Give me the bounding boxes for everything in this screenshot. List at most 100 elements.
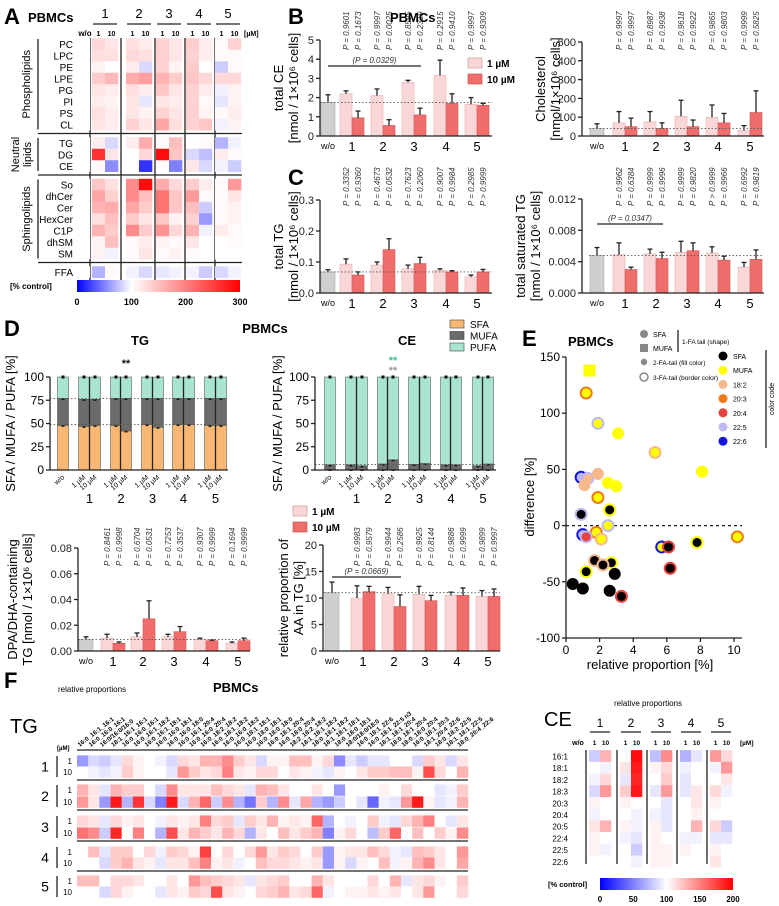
heat-cell bbox=[710, 773, 722, 786]
heat-cell bbox=[289, 766, 301, 778]
segment-mufa bbox=[215, 398, 227, 426]
heat-cell bbox=[169, 236, 183, 249]
row-label: C1P bbox=[54, 227, 74, 238]
category-label: 1 bbox=[348, 296, 355, 311]
heat-cell bbox=[378, 766, 391, 778]
heat-cell bbox=[78, 137, 90, 149]
heat-cell bbox=[300, 784, 312, 796]
heat-cell bbox=[400, 857, 413, 869]
bar-10uM bbox=[393, 606, 407, 652]
section-label: Neutral bbox=[10, 137, 22, 172]
error-marker bbox=[208, 375, 212, 379]
heat-cell bbox=[139, 236, 153, 249]
heat-cell bbox=[156, 118, 170, 131]
bar-10uM bbox=[655, 128, 669, 137]
segment-sfa bbox=[172, 424, 184, 471]
y-tick-label: 20 bbox=[305, 540, 317, 552]
y-tick-label: 0.008 bbox=[548, 225, 576, 237]
error-marker bbox=[61, 375, 65, 379]
heat-cell bbox=[356, 886, 368, 898]
heat-cell bbox=[311, 815, 324, 827]
heat-cell bbox=[156, 72, 170, 85]
heat-cell bbox=[199, 886, 212, 898]
heat-cell bbox=[400, 886, 413, 898]
control-label: w/o bbox=[77, 29, 91, 38]
y-axis-label: total saturated TG bbox=[513, 194, 528, 298]
heat-cell bbox=[600, 855, 612, 868]
heat-cell bbox=[188, 815, 201, 827]
heat-cell bbox=[600, 773, 612, 786]
heat-cell bbox=[92, 148, 106, 161]
heat-cell bbox=[215, 84, 229, 97]
heat-cell bbox=[88, 827, 100, 839]
group-label: 4 bbox=[195, 6, 202, 21]
heat-cell bbox=[233, 886, 245, 898]
heat-cell bbox=[126, 137, 140, 150]
heat-cell bbox=[199, 137, 213, 150]
heat-cell bbox=[169, 49, 183, 62]
legend-fill-circle bbox=[640, 358, 648, 366]
heat-cell bbox=[300, 875, 312, 887]
heat-cell bbox=[445, 784, 458, 796]
heat-cell bbox=[228, 201, 242, 214]
heat-cell bbox=[78, 178, 90, 191]
heat-cell bbox=[389, 857, 402, 869]
heat-cell bbox=[574, 808, 585, 821]
category-label: 2 bbox=[652, 296, 659, 311]
heat-cell bbox=[650, 832, 662, 845]
heat-cell bbox=[199, 38, 213, 51]
heat-cell bbox=[155, 827, 167, 839]
dose-label: 10 bbox=[663, 740, 671, 747]
heat-cell bbox=[400, 815, 413, 827]
heatmap-title: CE bbox=[544, 709, 572, 731]
heat-cell bbox=[378, 886, 391, 898]
heat-cell bbox=[661, 750, 673, 763]
heat-cell bbox=[155, 766, 167, 778]
color-code-label: MUFA bbox=[733, 368, 753, 375]
bar-control bbox=[320, 102, 336, 137]
colorbar-tick: 0 bbox=[74, 297, 79, 307]
heat-cell bbox=[389, 886, 402, 898]
heat-cell bbox=[155, 846, 167, 858]
heat-cell bbox=[92, 190, 106, 203]
heat-cell bbox=[228, 49, 242, 62]
heat-cell bbox=[721, 761, 733, 774]
heat-cell bbox=[244, 886, 257, 898]
heat-cell bbox=[77, 796, 89, 808]
y-tick-label: 300 bbox=[558, 75, 576, 87]
heat-cell bbox=[356, 857, 368, 869]
heat-cell bbox=[680, 832, 692, 845]
heat-cell bbox=[110, 755, 122, 767]
heat-cell bbox=[710, 820, 722, 833]
segment-mufa bbox=[57, 398, 69, 426]
bar-label: w/o bbox=[53, 474, 67, 487]
bar-control bbox=[78, 639, 94, 652]
heat-cell bbox=[88, 815, 100, 827]
category-label: 3 bbox=[170, 654, 177, 669]
heat-cell bbox=[99, 827, 111, 839]
heat-cell bbox=[228, 160, 242, 173]
p-value: P = 0.7253 bbox=[164, 527, 173, 566]
heat-cell bbox=[77, 886, 89, 898]
heat-cell bbox=[199, 178, 213, 191]
heat-cell bbox=[631, 855, 643, 868]
colorbar-tick: 100 bbox=[660, 895, 674, 904]
heat-cell bbox=[710, 796, 722, 809]
heat-cell bbox=[199, 796, 212, 808]
dose-label: 10 bbox=[108, 31, 116, 38]
heat-cell bbox=[378, 857, 391, 869]
heat-cell bbox=[188, 875, 201, 887]
heat-cell bbox=[680, 761, 692, 774]
bar-1uM bbox=[339, 263, 353, 294]
heat-cell bbox=[188, 886, 201, 898]
heat-cell bbox=[434, 815, 446, 827]
row-label: TG bbox=[59, 139, 73, 150]
heat-cell bbox=[199, 815, 212, 827]
y-tick-label: 0.02 bbox=[51, 620, 72, 632]
heat-cell bbox=[278, 846, 290, 858]
heat-cell bbox=[244, 796, 257, 808]
p-value: P > 0.9999 bbox=[479, 167, 488, 206]
heat-cell bbox=[300, 886, 312, 898]
heat-cell bbox=[88, 766, 100, 778]
heat-cell bbox=[132, 886, 145, 898]
